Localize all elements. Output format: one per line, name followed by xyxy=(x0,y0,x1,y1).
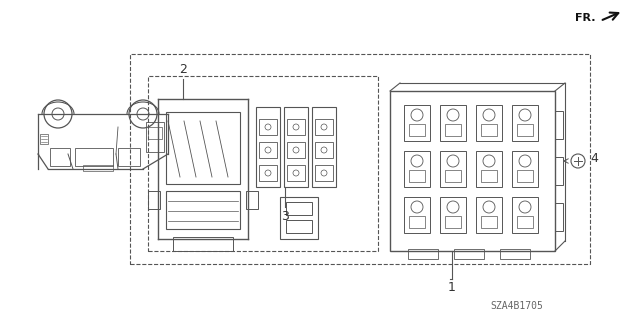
Bar xyxy=(83,165,113,171)
Bar xyxy=(440,197,466,233)
Bar xyxy=(404,151,430,187)
Bar xyxy=(445,216,461,228)
Bar xyxy=(287,165,305,181)
Bar xyxy=(166,112,240,184)
Bar xyxy=(476,105,502,141)
Bar xyxy=(312,107,336,187)
Bar xyxy=(409,124,425,136)
Bar xyxy=(481,170,497,182)
Bar xyxy=(440,105,466,141)
Bar xyxy=(40,134,48,144)
Bar xyxy=(315,142,333,158)
Bar xyxy=(246,191,258,209)
Bar xyxy=(50,148,70,166)
Bar xyxy=(315,119,333,135)
Bar xyxy=(476,197,502,233)
Text: 4: 4 xyxy=(590,152,598,166)
Bar xyxy=(259,165,277,181)
Bar xyxy=(287,142,305,158)
Bar xyxy=(284,107,308,187)
Bar xyxy=(256,107,280,187)
Bar xyxy=(118,148,140,166)
Bar xyxy=(512,197,538,233)
Bar xyxy=(512,105,538,141)
Bar xyxy=(481,216,497,228)
Bar xyxy=(512,151,538,187)
Bar xyxy=(286,202,312,215)
Bar xyxy=(409,170,425,182)
Bar xyxy=(166,191,240,229)
Bar xyxy=(148,127,162,139)
Bar xyxy=(555,157,563,185)
Bar xyxy=(481,124,497,136)
Bar xyxy=(259,142,277,158)
Bar xyxy=(404,197,430,233)
Bar xyxy=(408,249,438,259)
Bar xyxy=(259,119,277,135)
Bar xyxy=(130,54,590,264)
Bar xyxy=(315,165,333,181)
Text: SZA4B1705: SZA4B1705 xyxy=(490,301,543,311)
Bar xyxy=(409,216,425,228)
Bar xyxy=(454,249,484,259)
Bar xyxy=(445,170,461,182)
Text: 3: 3 xyxy=(281,210,289,223)
Bar xyxy=(445,124,461,136)
Bar xyxy=(286,220,312,233)
Bar xyxy=(280,197,318,239)
Bar xyxy=(404,105,430,141)
Bar xyxy=(148,76,378,251)
Bar xyxy=(146,122,164,152)
Bar xyxy=(517,124,533,136)
Bar xyxy=(517,170,533,182)
Bar xyxy=(148,191,160,209)
Text: FR.: FR. xyxy=(575,13,595,23)
Bar xyxy=(476,151,502,187)
Bar xyxy=(440,151,466,187)
Bar xyxy=(555,203,563,231)
Bar xyxy=(517,216,533,228)
Text: 2: 2 xyxy=(179,63,187,76)
Bar xyxy=(75,148,113,166)
Bar xyxy=(555,111,563,139)
Bar xyxy=(390,91,555,251)
Bar xyxy=(500,249,530,259)
Text: 1: 1 xyxy=(448,281,456,294)
Bar xyxy=(173,237,233,251)
Bar xyxy=(287,119,305,135)
